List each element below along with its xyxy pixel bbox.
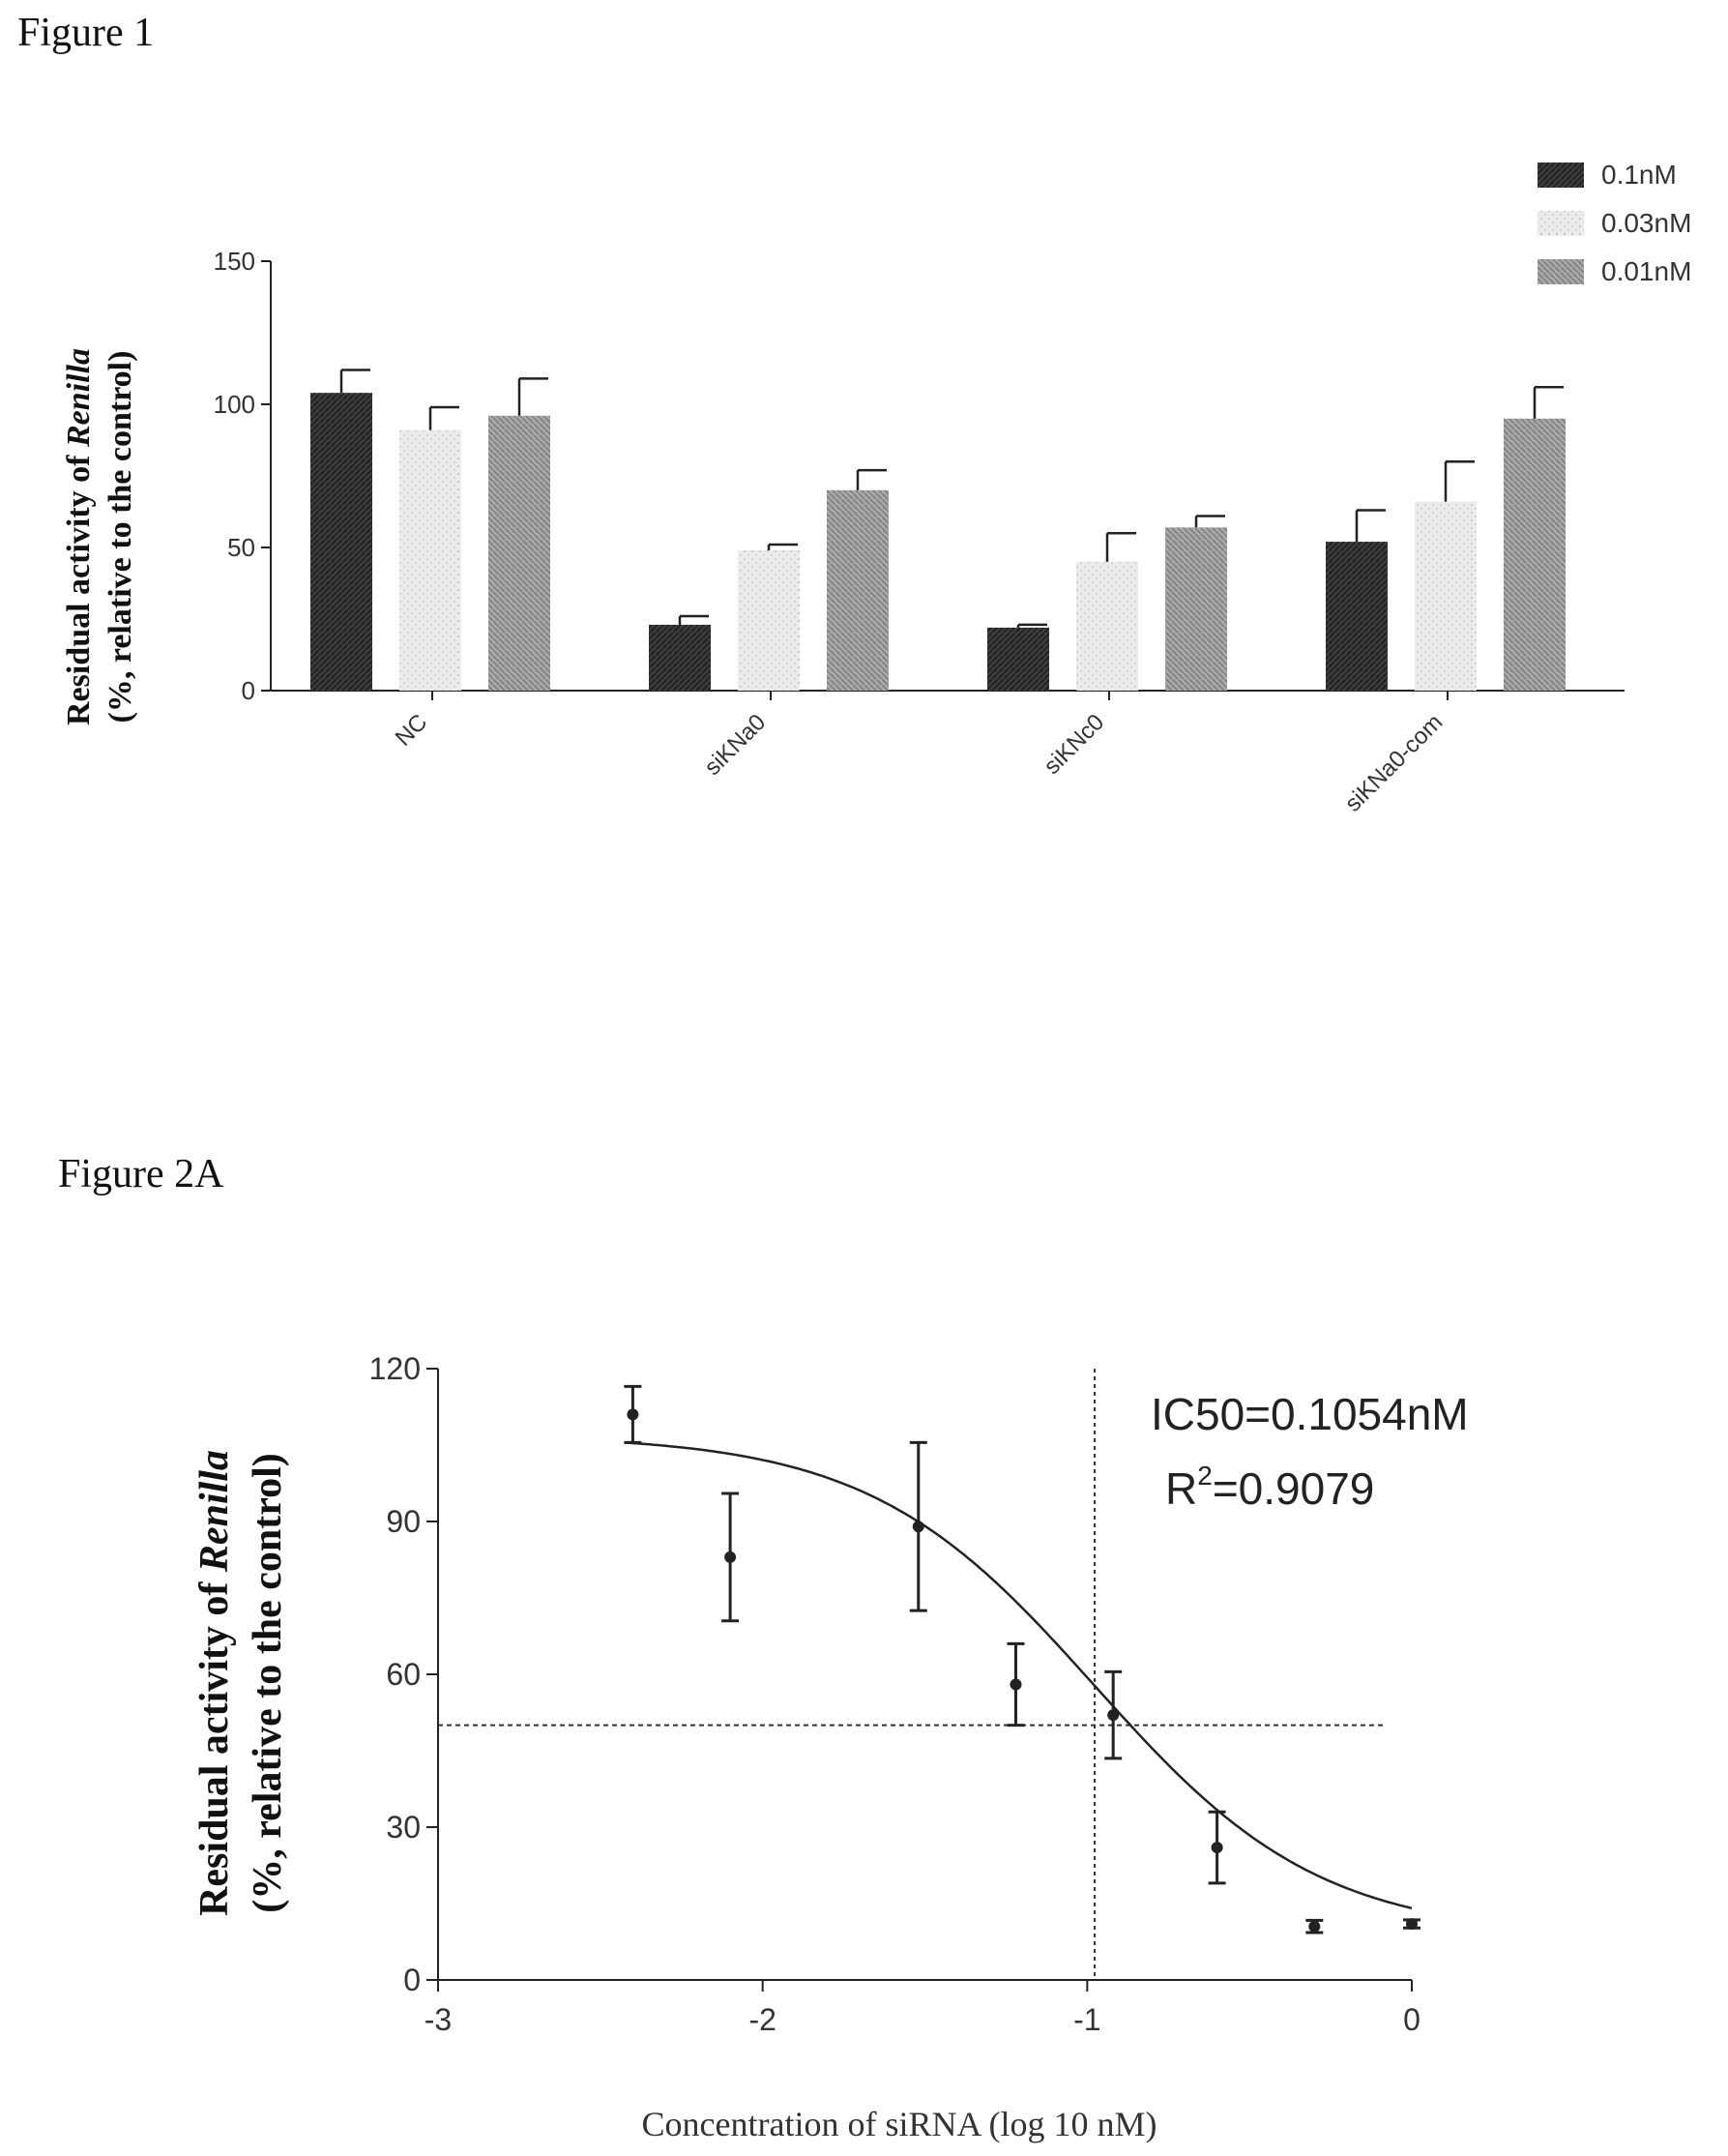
bar: [1504, 418, 1566, 691]
data-point: [1107, 1709, 1120, 1722]
figure-2a-ylabel-line2: (%, relative to the control): [246, 1453, 290, 1912]
figure-2a-x-axis-title: Concentration of siRNA (log 10 nM): [642, 2105, 1157, 2143]
legend-swatch: [1538, 211, 1584, 236]
figure-2a-title: Figure 2A: [58, 1152, 224, 1196]
figure-2a-x-tick-label: 0: [1403, 2002, 1420, 2037]
figure-2a-x-tick-label: -1: [1073, 2002, 1100, 2037]
figure-1-y-tick-label: 100: [214, 390, 255, 419]
bar: [1165, 527, 1227, 691]
figure-2a-plot-area: 0 30 60 90 120 -3 -2 -1 0: [369, 1351, 1420, 2037]
figure-2a-y-tick-label: 0: [403, 1963, 421, 1997]
figure-1-ylabel-line1: Residual activity of Renilla: [61, 348, 97, 725]
data-point: [724, 1551, 737, 1563]
figure-2a-x-tick-label: -2: [748, 2002, 776, 2037]
legend-label: 0.03nM: [1601, 208, 1691, 238]
figure-1-category-label: siKNa0: [699, 709, 771, 781]
bar: [399, 429, 461, 691]
figure-2a-y-tick-label: 30: [386, 1810, 421, 1845]
bar: [738, 549, 800, 691]
bar: [1415, 501, 1477, 691]
figure-1-ylabel-line2: (%, relative to the control): [103, 351, 138, 724]
legend-swatch: [1538, 259, 1584, 284]
legend-swatch: [1538, 162, 1584, 188]
figure-1-plot-area: 0 50 100 150 NC siKNa0 siKNc0 siKNa0-com: [214, 247, 1625, 817]
data-point: [627, 1408, 639, 1421]
figure-1-y-axis-title: Residual activity of Renilla (%, relativ…: [61, 348, 138, 725]
figure-2a-y-axis-title: Residual activity of Renilla (%, relativ…: [192, 1450, 290, 1916]
r2-annotation: R2=0.9079: [1165, 1461, 1374, 1514]
data-point: [1010, 1678, 1022, 1691]
bar: [827, 489, 889, 691]
figure-2a-y-tick-label: 120: [369, 1351, 421, 1386]
bar: [649, 624, 711, 691]
figure-1-category-label: NC: [391, 709, 433, 752]
data-point: [1211, 1842, 1223, 1854]
legend-label: 0.1nM: [1601, 160, 1677, 190]
bar: [310, 393, 372, 691]
figure-1-title: Figure 1: [17, 11, 155, 55]
figure-1-y-tick-label: 50: [227, 533, 255, 562]
bar: [488, 415, 550, 691]
bar: [1076, 561, 1138, 691]
bar: [1326, 542, 1388, 691]
data-point: [912, 1521, 924, 1533]
figure-1-legend: 0.1nM 0.03nM 0.01nM: [1538, 160, 1691, 286]
figure-2a-ylabel-line1: Residual activity of Renilla: [192, 1450, 237, 1916]
ic50-annotation: IC50=0.1054nM: [1151, 1389, 1469, 1439]
legend-label: 0.01nM: [1601, 256, 1691, 286]
figure-2a-y-tick-label: 60: [386, 1657, 421, 1692]
figure-2a-y-tick-label: 90: [386, 1504, 421, 1539]
fit-curve: [626, 1441, 1413, 1910]
figure-1-category-label: siKNc0: [1039, 709, 1109, 780]
figure-1-y-tick-label: 150: [214, 247, 255, 276]
data-point: [1308, 1920, 1321, 1933]
data-point: [1406, 1918, 1418, 1931]
figure-2a-x-tick-label: -3: [425, 2002, 452, 2037]
figure-1-category-label: siKNa0-com: [1340, 709, 1449, 817]
figure-1-chart: 0 50 100 150 NC siKNa0 siKNc0 siKNa0-com Residu…: [61, 160, 1691, 817]
bar: [987, 627, 1049, 691]
figure-1-y-tick-label: 0: [242, 676, 255, 705]
